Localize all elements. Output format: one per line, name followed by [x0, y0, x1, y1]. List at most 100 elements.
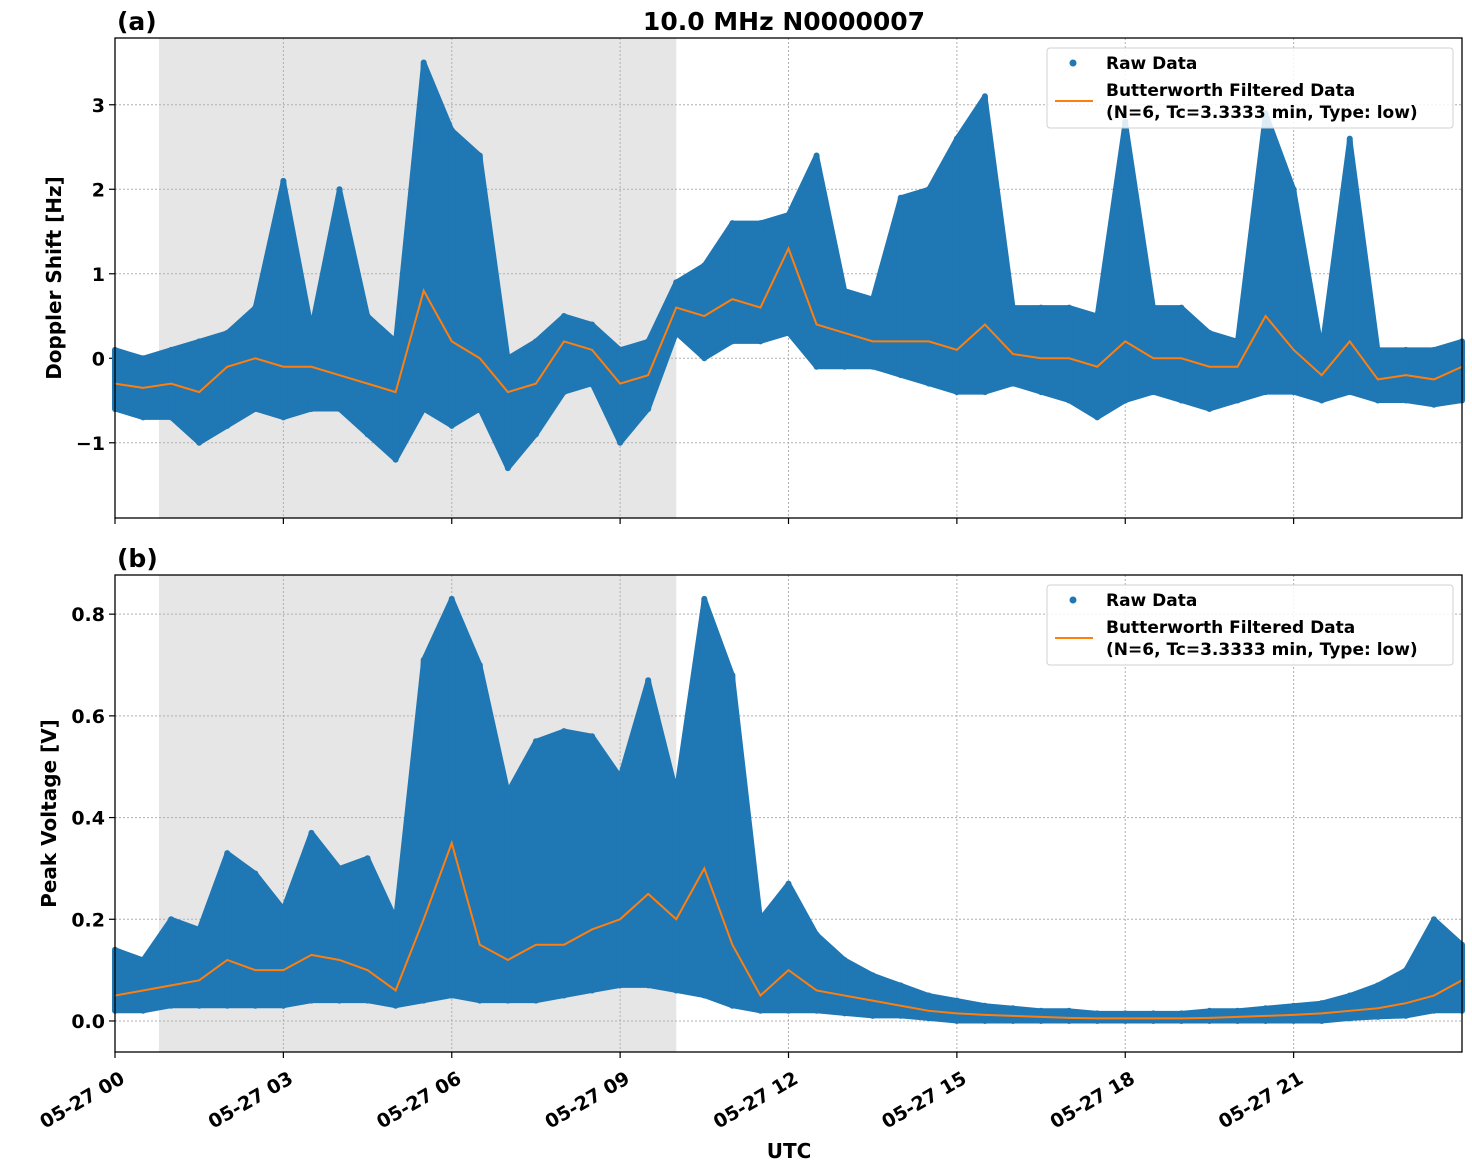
- filtered-data-point: [759, 994, 762, 997]
- filtered-data-point: [394, 391, 397, 393]
- filtered-data-point: [422, 918, 425, 921]
- x-tick-label: 05-27 03: [205, 1067, 297, 1133]
- axes-frame: [114, 37, 1463, 519]
- legend-box: [1046, 584, 1454, 666]
- filtered-data-point: [1040, 357, 1042, 360]
- filtered-data-point: [1208, 1017, 1211, 1019]
- filtered-data-point: [1236, 365, 1239, 368]
- filtered-data-point: [1180, 357, 1183, 360]
- filtered-data-point: [1096, 365, 1098, 368]
- filtered-data-point: [647, 374, 649, 376]
- filtered-data-point: [956, 349, 958, 351]
- filtered-data-point: [703, 867, 706, 870]
- filtered-data-point: [1264, 1015, 1267, 1017]
- filtered-data-point: [198, 979, 200, 982]
- panel-label: (a): [117, 7, 157, 36]
- filtered-data-point: [1264, 315, 1267, 317]
- filtered-data-point: [507, 959, 509, 961]
- legend-filter-params: (N=6, Tc=3.3333 min, Type: low): [1106, 103, 1418, 123]
- y-tick-label: 0.8: [71, 604, 105, 626]
- filtered-data-point: [1433, 378, 1435, 381]
- filtered-data-point: [535, 382, 537, 385]
- panel-b-peak-voltage: 0.0 0.2 0.4 0.6 0.8 (b) Peak Voltage [V] Raw Da…: [36, 544, 1465, 1163]
- x-tick-label: 05-27 06: [373, 1067, 465, 1133]
- chart-title: 10.0 MHz N0000007: [643, 7, 925, 36]
- filtered-data-point: [1152, 357, 1155, 360]
- filtered-data-point: [899, 1004, 902, 1007]
- filtered-data-point: [1068, 357, 1070, 360]
- filtered-data-point: [450, 340, 453, 343]
- filtered-data-point: [507, 391, 509, 393]
- panel-label: (b): [117, 544, 158, 573]
- filtered-data-point: [1405, 374, 1407, 376]
- filtered-data-point: [591, 928, 593, 931]
- y-tick-label: 2: [92, 179, 105, 201]
- x-tick-label: 05-27 12: [710, 1067, 802, 1133]
- x-tick-label: 05-27 00: [36, 1067, 128, 1133]
- filtered-data-point: [759, 306, 762, 309]
- filtered-data-point: [675, 306, 678, 309]
- filtered-data-point: [422, 289, 425, 292]
- legend: Raw Data Butterworth Filtered Data(N=6, T…: [1046, 584, 1454, 666]
- y-tick-label: 0.0: [71, 1011, 105, 1033]
- filtered-data-point: [1433, 994, 1435, 997]
- filtered-data-point: [619, 382, 621, 385]
- y-axis-label: Peak Voltage [V]: [37, 719, 61, 908]
- filtered-data-point: [675, 918, 678, 921]
- y-tick-label: 0: [92, 348, 105, 370]
- filtered-data-point: [871, 340, 874, 343]
- filtered-data-point: [310, 954, 313, 956]
- filtered-data-point: [1405, 1002, 1407, 1004]
- y-tick-label: 3: [92, 95, 105, 117]
- filtered-data-point: [647, 893, 649, 895]
- x-tick-label: 05-27 09: [541, 1067, 633, 1133]
- filtered-data-point: [338, 959, 341, 961]
- legend: Raw Data Butterworth Filtered Data(N=6, T…: [1046, 47, 1454, 129]
- panel-a-doppler-shift: −1 0 1 2 3 (a) Doppler Shift [Hz] Raw Data Butte…: [42, 7, 1465, 524]
- filtered-data-point: [282, 969, 285, 971]
- y-axis-label: Doppler Shift [Hz]: [42, 176, 66, 380]
- raw-data-marker-icon: [1069, 59, 1077, 67]
- filtered-data-point: [226, 365, 229, 368]
- x-tick-label: 05-27 21: [1215, 1067, 1307, 1133]
- filtered-data-point: [899, 340, 902, 343]
- filtered-data-point: [731, 943, 734, 946]
- filtered-data-point: [843, 332, 846, 334]
- filtered-data-point: [366, 969, 369, 971]
- filtered-data-point: [198, 391, 200, 393]
- filtered-data-point: [591, 349, 593, 351]
- filtered-data-point: [1348, 1010, 1351, 1012]
- y-tick-label: 0.6: [71, 706, 105, 728]
- filtered-data-point: [984, 1014, 986, 1016]
- filtered-data-point: [815, 989, 818, 992]
- filtered-data-point: [450, 842, 453, 844]
- filtered-data-point: [1348, 340, 1351, 343]
- filtered-data-point: [535, 943, 537, 946]
- filtered-data-point: [282, 365, 285, 368]
- filtered-data-point: [731, 298, 734, 300]
- filtered-data-point: [1180, 1017, 1183, 1020]
- filtered-data-point: [366, 382, 369, 385]
- filtered-data-point: [787, 247, 790, 250]
- filtered-data-point: [1012, 1015, 1014, 1017]
- filtered-data-point: [1320, 1012, 1323, 1015]
- filtered-data-point: [703, 315, 706, 317]
- filtered-data-point: [170, 382, 172, 385]
- filtered-data-point: [226, 959, 229, 961]
- filtered-data-point: [1208, 365, 1211, 368]
- filtered-data-point: [563, 340, 565, 343]
- y-tick-label: 1: [92, 264, 105, 286]
- filtered-data-point: [394, 989, 397, 992]
- legend-filtered-data: Butterworth Filtered Data: [1106, 618, 1355, 638]
- legend-filter-params: (N=6, Tc=3.3333 min, Type: low): [1106, 640, 1418, 660]
- filtered-data-point: [1012, 353, 1014, 355]
- filtered-data-point: [815, 323, 818, 326]
- filtered-data-point: [871, 999, 874, 1002]
- filtered-data-point: [787, 969, 790, 971]
- x-tick-label: 05-27 15: [878, 1067, 970, 1133]
- filtered-data-point: [1096, 1017, 1098, 1020]
- filtered-data-point: [928, 1010, 930, 1012]
- y-tick-label: −1: [76, 433, 105, 455]
- y-tick-label: 0.2: [71, 909, 105, 931]
